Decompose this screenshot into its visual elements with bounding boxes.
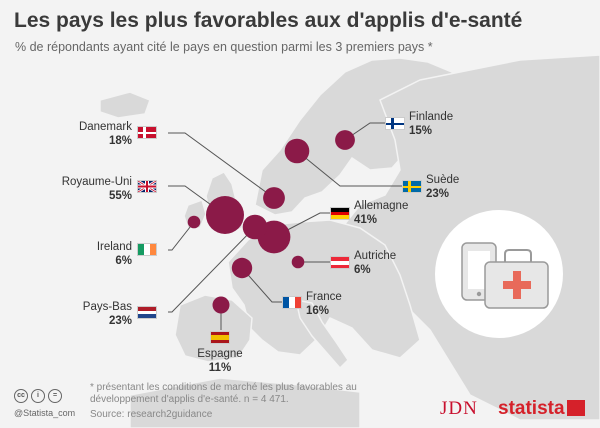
leader-line-france [241,267,282,303]
label-royaume-uni: Royaume-Uni 55% [62,175,132,203]
label-allemagne: Allemagne 41% [354,199,408,227]
flag-uk-icon [137,180,157,193]
no-derivatives-icon: = [48,389,62,403]
label-suede: Suède 23% [426,173,459,201]
chart-subtitle: % de répondants ayant cité le pays en qu… [15,40,433,54]
bubble-france [231,257,253,279]
label-france-name: France [306,291,342,303]
bubble-danemark [263,187,285,209]
flag-sweden-icon [402,180,422,193]
statista-logo: statista [498,398,565,419]
label-france-value: 16% [306,305,330,317]
leader-line-su-de [296,150,402,187]
flag-netherlands-icon [137,306,157,319]
footnote: * présentant les conditions de marché le… [90,382,357,405]
label-finlande-name: Finlande [409,111,454,123]
label-royaume-uni-value: 55% [108,190,132,202]
label-autriche-value: 6% [354,264,371,276]
bubble-royaume-uni [206,196,244,234]
cc-icon: cc [14,389,28,403]
label-ireland-name: Ireland [96,241,132,253]
label-allemagne-name: Allemagne [354,200,409,212]
leader-line-danemark [168,132,275,199]
label-allemagne-value: 41% [354,214,378,226]
leader-lines [168,122,402,330]
flag-germany-icon [330,207,350,220]
label-ireland-value: 6% [115,255,132,267]
bubble-autriche [291,255,305,269]
flag-austria-icon [330,256,350,269]
leader-line-pays-bas [168,226,256,313]
label-espagne: Espagne 11% [190,347,250,375]
leader-line-allemagne [273,212,330,238]
chart-title: Les pays les plus favorables aux d'appli… [14,9,523,32]
bubble-su-de [284,138,310,164]
flag-denmark-icon [137,126,157,139]
flag-spain-icon [210,331,230,344]
attribution-icon: i [31,389,45,403]
jdn-logo: JDN [440,398,478,419]
label-ireland: Ireland 6% [97,240,132,268]
label-france: France 16% [306,290,342,318]
flag-finland-icon [385,117,405,130]
label-autriche: Autriche 6% [354,249,396,277]
leader-line-finlande [344,122,385,141]
bubbles [187,130,355,314]
bubble-espagne [212,296,230,314]
label-danemark: Danemark 18% [79,120,132,148]
italy-land [295,299,349,370]
leader-line-ireland [168,221,195,251]
africa-land [129,377,361,428]
label-espagne-value: 11% [208,362,232,374]
bubble-finlande [335,130,355,150]
bubble-pays-bas [242,214,268,240]
label-pays-bas: Pays-Bas 23% [83,300,132,328]
continent-land [227,219,421,359]
label-autriche-name: Autriche [354,250,397,262]
statista-mark-icon [567,400,585,416]
label-danemark-value: 18% [108,135,132,147]
label-pays-bas-value: 23% [108,315,132,327]
label-royaume-uni-name: Royaume-Uni [61,176,132,188]
flag-ireland-icon [137,243,157,256]
phone-and-medical-case-icon [435,210,563,338]
bubble-ireland [187,215,201,229]
label-espagne-name: Espagne [197,348,243,360]
label-finlande: Finlande 15% [409,110,453,138]
label-finlande-value: 15% [409,125,433,137]
flag-france-icon [282,296,302,309]
label-pays-bas-name: Pays-Bas [82,301,132,313]
label-danemark-name: Danemark [78,121,132,133]
iceland-land [99,91,151,119]
statista-handle: @Statista_com [14,408,76,418]
source: Source: research2guidance [90,409,213,420]
label-suede-value: 23% [426,188,450,200]
label-suede-name: Suède [426,174,460,186]
